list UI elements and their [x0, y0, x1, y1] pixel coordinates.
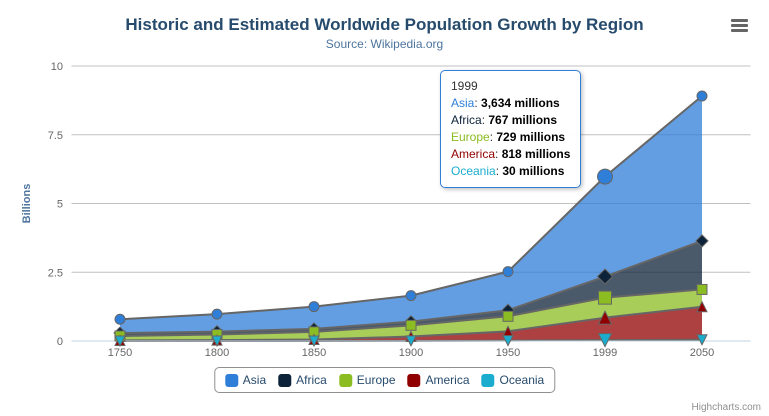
point-africa-1999[interactable] [596, 268, 614, 285]
tooltip: 1999 Asia: 3,634 millions Africa: 767 mil… [440, 70, 582, 188]
point-europe-1900[interactable] [405, 319, 417, 331]
area-america[interactable] [120, 306, 702, 341]
hamburger-icon [731, 19, 749, 32]
point-asia-1900[interactable] [405, 290, 417, 302]
point-america-2050[interactable] [696, 300, 708, 313]
legend-item-africa[interactable]: Africa [278, 373, 327, 387]
chart-title: Historic and Estimated Worldwide Populat… [125, 15, 644, 34]
point-oceania-2050[interactable] [696, 334, 708, 346]
legend-swatch-africa [278, 373, 292, 387]
tooltip-row: Asia: 3,634 millions [451, 96, 560, 110]
y-tick-label: 7.5 [48, 130, 63, 142]
y-tick-label: 10 [51, 61, 63, 73]
x-tick-label: 1999 [593, 347, 617, 359]
highcharts-credit[interactable]: Highcharts.com [691, 402, 761, 413]
x-tick-label: 2050 [690, 347, 714, 359]
tooltip-rows: Asia: 3,634 millions Africa: 767 millions… [451, 95, 570, 180]
point-america-1999[interactable] [597, 310, 613, 325]
area-asia[interactable] [120, 96, 702, 334]
point-asia-1800[interactable] [211, 308, 223, 320]
area-africa[interactable] [120, 240, 702, 336]
legend-swatch-america [407, 373, 421, 387]
legend-item-asia[interactable]: Asia [224, 373, 267, 387]
legend-swatch-asia [224, 373, 238, 387]
legend-swatch-europe [338, 373, 352, 387]
point-europe-1999[interactable] [598, 290, 612, 305]
legend-label: Oceania [499, 373, 545, 387]
x-tick-label: 1900 [399, 347, 423, 359]
point-oceania-1999[interactable] [597, 333, 613, 348]
legend-label: Europe [356, 373, 396, 387]
legend-item-europe[interactable]: Europe [338, 373, 396, 387]
point-asia-1850[interactable] [308, 301, 320, 313]
point-africa-2050[interactable] [695, 234, 709, 248]
tooltip-row: America: 818 millions [451, 147, 571, 161]
point-europe-2050[interactable] [696, 283, 708, 295]
point-oceania-1900[interactable] [405, 335, 417, 347]
x-tick-label: 1850 [302, 347, 326, 359]
legend-swatch-oceania [481, 373, 495, 387]
legend: Asia Africa Europe America Oceania [213, 367, 556, 393]
x-tick-label: 1950 [496, 347, 520, 359]
x-tick-label: 1750 [108, 347, 132, 359]
tooltip-row: Europe: 729 millions [451, 130, 566, 144]
legend-label: America [425, 373, 470, 387]
legend-item-oceania[interactable]: Oceania [481, 373, 545, 387]
legend-label: Africa [296, 373, 327, 387]
export-menu-button[interactable] [731, 19, 749, 33]
point-asia-2050[interactable] [696, 90, 708, 102]
point-asia-1950[interactable] [502, 266, 514, 278]
point-asia-1750[interactable] [114, 313, 126, 325]
y-tick-label: 0 [57, 336, 63, 348]
point-oceania-1750[interactable] [114, 335, 126, 348]
tooltip-header: 1999 [451, 79, 478, 93]
tooltip-row: Africa: 767 millions [451, 113, 558, 127]
point-asia-1999[interactable] [597, 168, 613, 185]
point-europe-1950[interactable] [502, 310, 514, 322]
tooltip-row: Oceania: 30 millions [451, 164, 565, 178]
chart-subtitle: Source: Wikipedia.org [325, 37, 444, 51]
point-oceania-1800[interactable] [211, 335, 223, 348]
y-tick-label: 5 [57, 199, 63, 211]
point-oceania-1850[interactable] [308, 335, 320, 348]
point-oceania-1950[interactable] [502, 335, 514, 347]
y-axis-title: Billions [21, 184, 33, 224]
legend-label: Asia [242, 373, 267, 387]
x-tick-label: 1800 [205, 347, 229, 359]
y-tick-label: 2.5 [48, 267, 63, 279]
legend-item-america[interactable]: America [407, 373, 470, 387]
